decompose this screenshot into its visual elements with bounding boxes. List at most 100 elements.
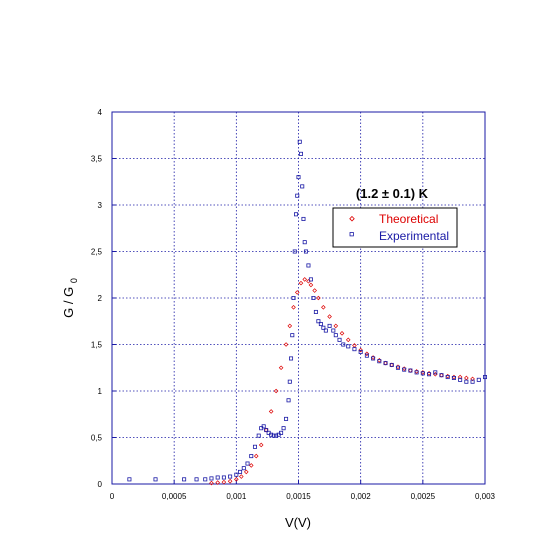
data-point-experimental — [308, 277, 313, 282]
legend-marker-experimental — [349, 232, 354, 237]
data-point-experimental — [352, 347, 357, 352]
data-point-theoretical — [327, 314, 332, 319]
data-point-experimental — [287, 379, 292, 384]
data-point-theoretical — [294, 290, 300, 295]
data-point-experimental — [296, 175, 301, 180]
x-tick-label: 0 — [110, 492, 115, 501]
data-point-experimental — [331, 328, 336, 333]
data-point-experimental — [383, 361, 388, 366]
data-point-experimental — [252, 444, 257, 449]
legend-label-experimental: Experimental — [379, 229, 449, 243]
data-point-theoretical — [457, 374, 463, 380]
data-point-experimental — [289, 356, 294, 361]
y-axis-label: G / G 0 — [61, 278, 79, 318]
legend-marker-theoretical — [349, 215, 355, 222]
data-point-experimental — [476, 377, 481, 382]
data-point-experimental — [271, 433, 276, 438]
data-point-experimental — [127, 477, 132, 482]
y-tick-label: 2 — [98, 294, 103, 303]
data-point-theoretical — [248, 463, 254, 468]
data-series — [127, 139, 487, 486]
x-tick-label: 0,0005 — [162, 492, 187, 501]
data-point-experimental — [241, 466, 246, 471]
data-point-theoretical — [321, 305, 326, 310]
x-tick-label: 0,001 — [226, 492, 247, 501]
data-point-experimental — [269, 432, 274, 437]
data-point-experimental — [215, 475, 220, 480]
data-point-experimental — [182, 477, 187, 482]
data-point-experimental — [464, 379, 469, 384]
data-point-experimental — [364, 353, 369, 358]
data-point-experimental — [261, 424, 266, 429]
data-point-experimental — [451, 375, 456, 380]
legend-item-theoretical: Theoretical — [349, 212, 438, 226]
data-point-theoretical — [345, 337, 351, 343]
data-point-theoretical — [221, 479, 227, 485]
y-tick-label: 2,5 — [91, 248, 103, 257]
series-theoretical — [209, 277, 475, 486]
legend-box — [332, 207, 458, 248]
legend: Theoretical Experimental — [332, 207, 458, 248]
data-point-experimental — [402, 367, 407, 372]
data-point-experimental — [245, 461, 250, 466]
y-tick-label: 0 — [98, 480, 103, 489]
data-point-theoretical — [364, 351, 370, 357]
data-point-experimental — [234, 472, 239, 477]
x-tick-label: 0,002 — [351, 492, 372, 501]
temperature-annotation: (1.2 ± 0.1) K — [356, 186, 429, 201]
data-point-experimental — [333, 333, 338, 338]
data-point-experimental — [323, 328, 328, 333]
data-point-experimental — [264, 428, 269, 433]
data-point-theoretical — [273, 388, 279, 394]
y-tick-label: 4 — [98, 108, 103, 117]
data-point-experimental — [427, 372, 432, 377]
grid-lines — [112, 112, 485, 484]
y-tick-label: 3,5 — [91, 155, 103, 164]
data-point-experimental — [291, 295, 296, 300]
data-point-experimental — [341, 342, 346, 347]
data-point-experimental — [389, 362, 394, 367]
data-point-theoretical — [333, 323, 339, 329]
data-point-experimental — [346, 344, 351, 349]
data-point-theoretical — [283, 342, 289, 347]
data-point-experimental — [470, 379, 475, 384]
data-point-experimental — [228, 474, 233, 479]
data-point-experimental — [203, 477, 208, 482]
data-point-experimental — [249, 454, 254, 459]
series-experimental — [127, 139, 487, 482]
data-point-experimental — [194, 477, 199, 482]
y-axis-label-main: G / G — [61, 287, 76, 318]
data-point-experimental — [311, 295, 316, 300]
data-point-theoretical — [470, 376, 475, 382]
data-point-theoretical — [215, 480, 220, 485]
data-point-experimental — [281, 426, 286, 431]
data-point-theoretical — [339, 331, 345, 336]
data-point-experimental — [420, 371, 425, 376]
data-point-theoretical — [312, 288, 317, 293]
data-point-experimental — [318, 322, 323, 327]
data-point-experimental — [297, 139, 302, 144]
data-point-theoretical — [291, 305, 296, 310]
y-tick-label: 3 — [98, 201, 103, 210]
data-point-experimental — [294, 212, 299, 217]
data-point-theoretical — [298, 280, 304, 286]
svg-text:G / G 0: G / G 0 — [61, 278, 79, 318]
data-point-theoretical — [268, 409, 274, 414]
data-point-theoretical — [358, 347, 363, 353]
y-tick-label: 1 — [98, 387, 103, 396]
data-point-theoretical — [287, 323, 293, 329]
data-point-experimental — [433, 370, 438, 375]
y-tick-label: 1,5 — [91, 341, 103, 350]
data-point-experimental — [209, 476, 214, 481]
data-point-theoretical — [253, 453, 259, 459]
data-point-experimental — [302, 240, 307, 245]
x-tick-label: 0,003 — [475, 492, 496, 501]
x-tick-label: 0,0025 — [411, 492, 436, 501]
data-point-experimental — [221, 475, 226, 480]
data-point-theoretical — [308, 282, 314, 288]
data-point-experimental — [358, 349, 363, 354]
data-point-experimental — [301, 216, 306, 221]
data-point-experimental — [327, 323, 332, 328]
x-axis-label: V(V) — [285, 515, 311, 530]
